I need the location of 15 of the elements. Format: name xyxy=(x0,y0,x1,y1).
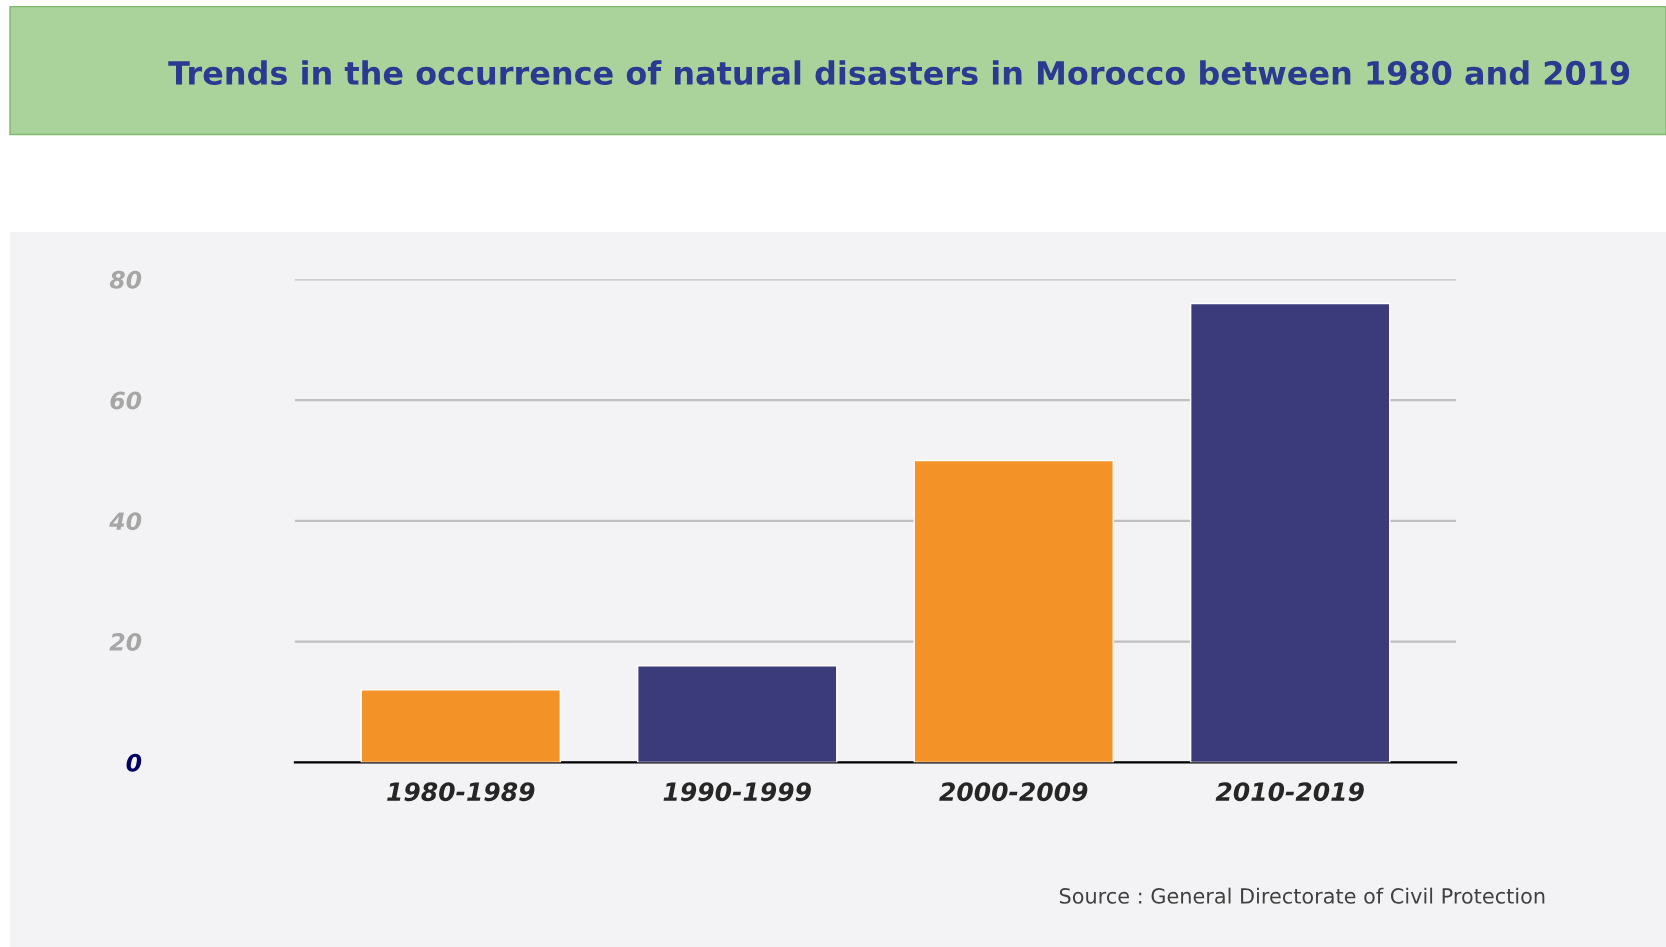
y-tick-label: 20 xyxy=(109,633,142,651)
bar xyxy=(637,665,838,763)
x-tick-label: 1980-1989 xyxy=(387,782,535,802)
x-tick-label: 1990-1999 xyxy=(663,782,811,802)
y-tick-label: 40 xyxy=(109,512,142,531)
y-tick-label: 0 xyxy=(126,753,142,772)
chart-title: Trends in the occurrence of natural disasters in Morocco between 1980 and 2019 xyxy=(168,60,1630,86)
source-note: Source : General Directorate of Civil Protection xyxy=(1059,887,1545,904)
bar xyxy=(1189,302,1391,763)
bar xyxy=(913,459,1114,763)
y-tick-label: 80 xyxy=(109,270,142,289)
x-tick-label: 2000-2009 xyxy=(939,782,1088,802)
bar xyxy=(360,689,561,763)
y-tick-label: 60 xyxy=(110,391,142,410)
x-tick-label: 2010-2019 xyxy=(1215,782,1364,802)
